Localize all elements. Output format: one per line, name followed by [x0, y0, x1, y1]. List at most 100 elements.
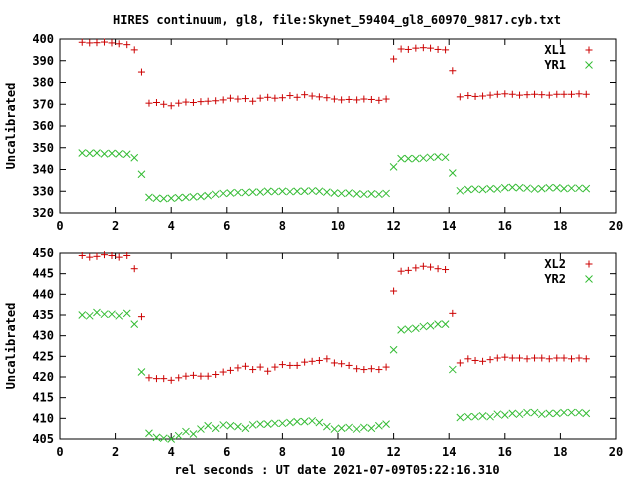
panel-1-point	[545, 91, 553, 99]
panel-1-point	[404, 45, 412, 53]
panel-2-point	[493, 410, 502, 419]
panel-1-point-b	[552, 183, 561, 192]
panel-1-point-b	[234, 188, 242, 197]
panel-2-point	[516, 354, 524, 362]
panel-1-point-b	[478, 185, 487, 194]
panel-1-point	[531, 90, 539, 98]
panel-1-ytick-label: 330	[32, 184, 54, 198]
panel-2-point-b	[382, 420, 390, 428]
panel-1-y-axis-label: Uncalibrated	[4, 83, 18, 170]
panel-1-point	[367, 190, 376, 198]
panel-2-point-b	[226, 421, 235, 430]
panel-1-point-b	[530, 185, 539, 193]
panel-1-point	[360, 95, 368, 103]
panel-1-xtick-label: 14	[442, 219, 456, 233]
panel-1-point-b	[122, 150, 131, 159]
panel-1-point	[448, 169, 457, 177]
panel-1-point	[567, 184, 576, 193]
panel-2-xtick-label: 16	[498, 445, 512, 459]
panel-2-point	[286, 418, 294, 427]
panel-1-point	[189, 99, 197, 107]
panel-2-point	[545, 409, 554, 418]
panel-2-point	[345, 361, 353, 369]
panel-1-legend-marker	[585, 61, 593, 69]
panel-1-point-b	[500, 183, 509, 192]
panel-1-point	[515, 183, 524, 192]
panel-1-point	[248, 188, 257, 196]
panel-1-point-b	[404, 154, 413, 163]
panel-1-point	[219, 96, 227, 104]
panel-2-point	[367, 424, 376, 433]
panel-1-point	[137, 68, 145, 76]
panel-2-point	[471, 412, 479, 421]
panel-1-point-b	[426, 153, 435, 162]
panel-1-point-b	[471, 185, 479, 193]
panel-1-point	[552, 183, 561, 192]
panel-2-point	[478, 411, 487, 420]
panel-2-point	[434, 265, 442, 273]
panel-1-point-b	[85, 149, 94, 158]
panel-1-point-b	[174, 193, 183, 202]
panel-2-point	[508, 409, 517, 418]
panel-2-point	[486, 412, 494, 421]
panel-2-point-b	[567, 408, 576, 417]
panel-2-point-b	[300, 417, 309, 426]
panel-1-point	[115, 40, 123, 48]
panel-2-xtick-label: 2	[112, 445, 119, 459]
panel-2-point	[175, 374, 183, 382]
panel-1-point	[256, 188, 265, 196]
panel-2-point	[100, 251, 108, 259]
panel-1-point	[582, 184, 591, 193]
panel-2-point	[219, 368, 227, 376]
panel-1-point	[545, 183, 554, 192]
panel-2-point-b	[434, 320, 442, 328]
panel-1-ytick-label: 390	[32, 54, 54, 68]
panel-2-point-b	[85, 311, 94, 320]
panel-1-point	[211, 190, 220, 199]
panel-2-point	[93, 308, 101, 317]
panel-1-legend-marker	[585, 46, 593, 54]
panel-2-xtick-label: 10	[331, 445, 345, 459]
panel-2-point	[338, 360, 346, 368]
panel-2-point	[197, 425, 205, 433]
panel-2-point	[130, 265, 138, 273]
panel-2-legend-marker	[585, 260, 593, 268]
panel-1-point-b	[241, 188, 250, 197]
panel-1-point	[256, 94, 264, 102]
panel-2-point	[78, 311, 87, 319]
panel-1-point	[189, 193, 198, 201]
panel-2-point	[86, 253, 94, 261]
panel-2-point-b	[323, 422, 331, 431]
panel-2-point	[174, 431, 183, 440]
panel-2-point-b	[530, 408, 539, 417]
panel-2-point-b	[575, 408, 583, 417]
panel-1-point	[152, 194, 161, 203]
panel-1-point-b	[78, 149, 87, 157]
panel-2-point-b	[78, 311, 87, 319]
panel-2-point	[271, 419, 279, 428]
panel-1-point	[226, 189, 235, 197]
panel-2-point	[479, 357, 487, 365]
panel-2-point	[301, 358, 309, 366]
panel-2-point	[434, 320, 442, 328]
panel-2-point	[189, 371, 197, 379]
panel-2-point-b	[271, 419, 279, 428]
panel-2-point-b	[278, 419, 287, 428]
panel-2-point	[515, 410, 524, 419]
panel-1-ytick-label: 380	[32, 76, 54, 90]
panel-1-point-b	[360, 190, 368, 199]
panel-2-point-b	[397, 326, 405, 334]
panel-2-point	[575, 408, 583, 417]
panel-2-point-b	[174, 431, 183, 440]
panel-2-point-b	[456, 413, 465, 422]
panel-2-point	[427, 263, 435, 271]
panel-1-point	[308, 92, 316, 100]
panel-1-point	[78, 38, 86, 46]
panel-1-point	[553, 90, 561, 98]
panel-1-point	[508, 183, 517, 192]
panel-1-point	[145, 193, 153, 202]
panel-2-point	[152, 433, 161, 442]
panel-1-point	[375, 190, 383, 199]
panel-2-point	[323, 355, 331, 363]
